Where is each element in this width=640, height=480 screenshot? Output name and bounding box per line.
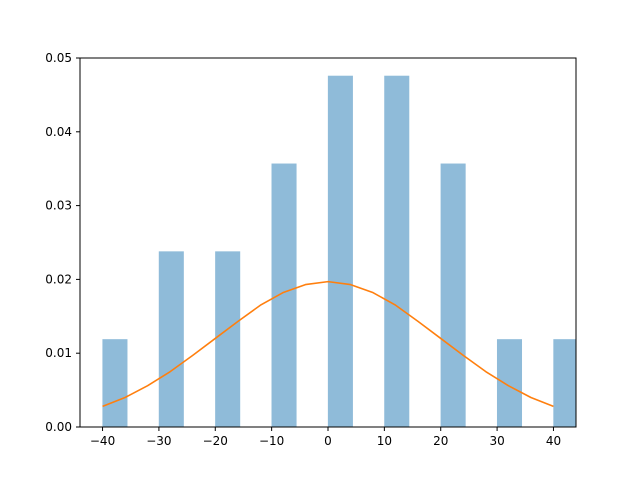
histogram-bar-2 [215,251,241,427]
histogram-bar-3 [271,163,297,427]
histogram-bar-5 [384,75,410,427]
y-tick-label: 0.05 [45,51,72,65]
histogram-bar-4 [327,75,353,427]
histogram-bars [102,75,576,427]
x-axis-ticks: −40 −30 −20 −10 0 10 20 30 40 [90,427,561,448]
x-tick-label: −10 [259,434,284,448]
histogram-bar-7 [496,339,523,427]
x-tick-label: 30 [489,434,504,448]
y-tick-label: 0.03 [45,199,72,213]
density-curve [102,280,554,408]
x-tick-label: 10 [377,434,392,448]
x-tick-label: 0 [324,434,332,448]
y-tick-label: 0.04 [45,125,72,139]
x-tick-label: 40 [546,434,561,448]
y-tick-label: 0.00 [45,420,72,434]
histogram-bar-8 [553,339,576,427]
density-curve-layer [102,280,554,408]
x-tick-label: −40 [90,434,115,448]
y-axis-ticks: 0.00 0.01 0.02 0.03 0.04 0.05 [45,51,80,434]
x-tick-label: −20 [203,434,228,448]
histogram-bar-6 [440,163,466,427]
x-tick-label: −30 [146,434,171,448]
x-tick-label: 20 [433,434,448,448]
histogram-bar-0 [102,339,128,427]
y-tick-label: 0.02 [45,272,72,286]
y-tick-label: 0.01 [45,346,72,360]
histogram-bar-1 [158,251,184,427]
